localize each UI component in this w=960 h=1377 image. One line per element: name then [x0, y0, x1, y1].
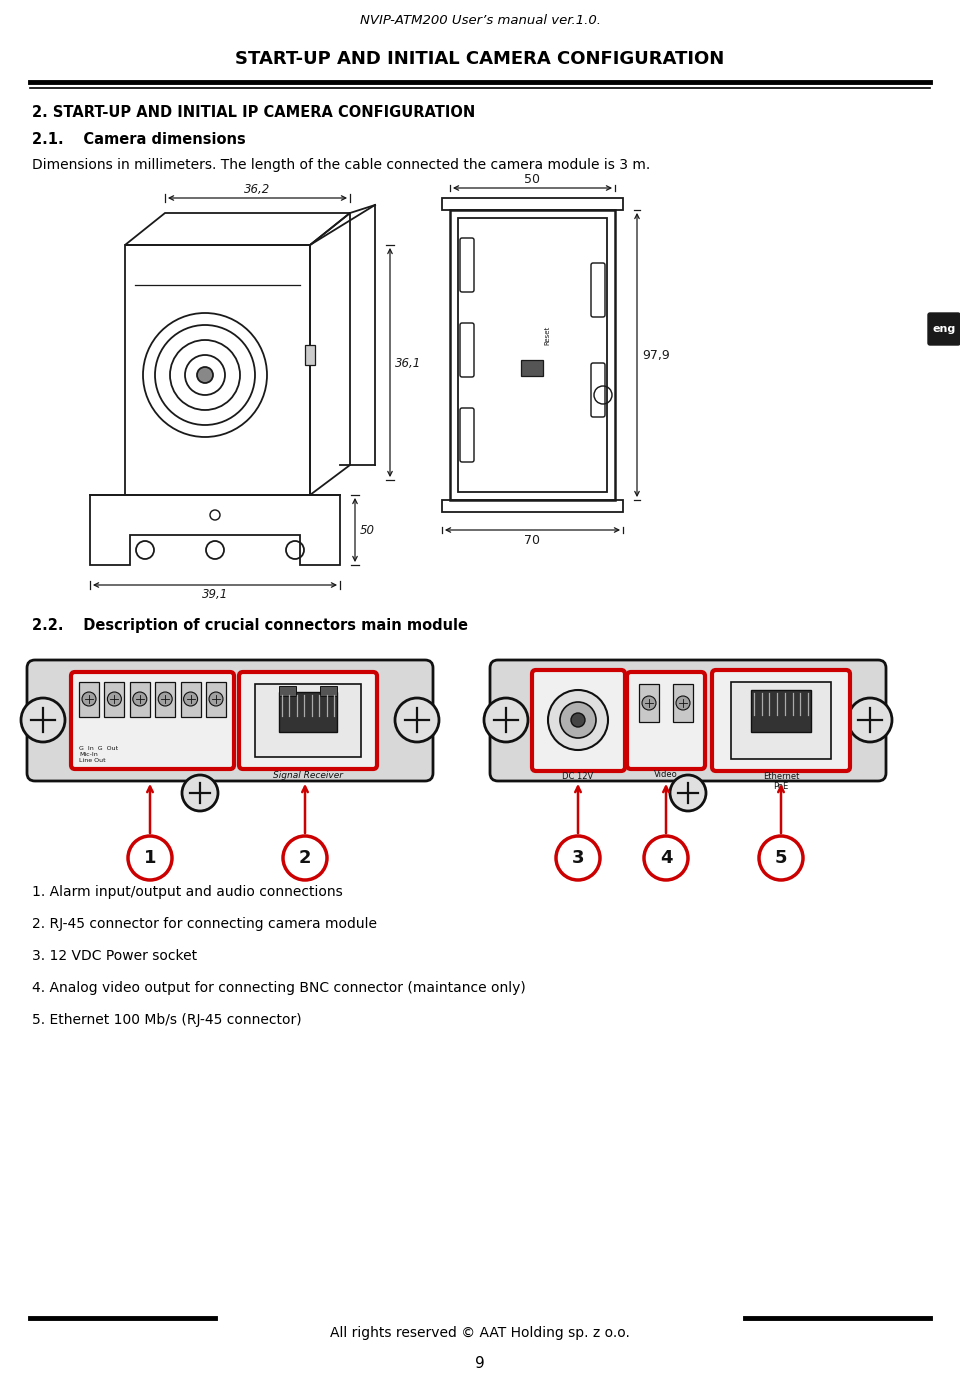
Circle shape [21, 698, 65, 742]
Circle shape [128, 836, 172, 880]
Bar [458, 218, 607, 492]
Text: 2.2.  Description of crucial connectors main module: 2.2. Description of crucial connectors m… [32, 618, 468, 633]
Text: 36,2: 36,2 [244, 183, 270, 196]
Text: DC 12V: DC 12V [563, 772, 593, 781]
Bar [450, 211, 615, 500]
Text: 5. Ethernet 100 Mb/s (RJ-45 connector): 5. Ethernet 100 Mb/s (RJ-45 connector) [32, 1013, 301, 1027]
Bar [105, 682, 125, 717]
Text: 3. 12 VDC Power socket: 3. 12 VDC Power socket [32, 949, 197, 963]
Circle shape [644, 836, 688, 880]
Bar [442, 500, 623, 512]
Text: eng: eng [932, 324, 955, 335]
FancyBboxPatch shape [627, 672, 705, 768]
FancyBboxPatch shape [712, 671, 850, 771]
Text: 4: 4 [660, 850, 672, 868]
Text: 2: 2 [299, 850, 311, 868]
Text: G  In  G  Out
Mic-In
Line Out: G In G Out Mic-In Line Out [79, 746, 118, 763]
Text: 97,9: 97,9 [642, 348, 670, 362]
Circle shape [548, 690, 608, 750]
FancyBboxPatch shape [490, 660, 886, 781]
Bar [130, 682, 150, 717]
Text: 50: 50 [524, 174, 540, 186]
Circle shape [183, 693, 198, 706]
Text: 5: 5 [775, 850, 787, 868]
Text: Dimensions in millimeters. The length of the cable connected the camera module i: Dimensions in millimeters. The length of… [32, 158, 650, 172]
Text: 1: 1 [144, 850, 156, 868]
Circle shape [182, 775, 218, 811]
Text: 9: 9 [475, 1356, 485, 1371]
Circle shape [395, 698, 439, 742]
Circle shape [132, 693, 147, 706]
Bar [206, 682, 226, 717]
Circle shape [158, 693, 172, 706]
Bar [731, 682, 831, 759]
Circle shape [108, 693, 121, 706]
Bar [255, 684, 361, 757]
Text: 2.1.  Camera dimensions: 2.1. Camera dimensions [32, 132, 246, 147]
Circle shape [642, 695, 656, 711]
Circle shape [283, 836, 327, 880]
Circle shape [759, 836, 803, 880]
Text: 2. START-UP AND INITIAL IP CAMERA CONFIGURATION: 2. START-UP AND INITIAL IP CAMERA CONFIG… [32, 105, 475, 120]
FancyBboxPatch shape [239, 672, 377, 768]
Text: 39,1: 39,1 [202, 588, 228, 600]
FancyBboxPatch shape [71, 672, 234, 768]
Text: 3: 3 [572, 850, 585, 868]
Circle shape [209, 693, 223, 706]
Text: All rights reserved © AAT Holding sp. z o.o.: All rights reserved © AAT Holding sp. z … [330, 1326, 630, 1340]
Bar [751, 690, 811, 733]
Bar [180, 682, 201, 717]
Bar [521, 359, 543, 376]
Circle shape [82, 693, 96, 706]
Bar [305, 346, 315, 365]
Bar [79, 682, 99, 717]
FancyBboxPatch shape [928, 313, 960, 346]
FancyBboxPatch shape [27, 660, 433, 781]
Text: 70: 70 [524, 534, 540, 547]
Circle shape [556, 836, 600, 880]
Text: 2. RJ-45 connector for connecting camera module: 2. RJ-45 connector for connecting camera… [32, 917, 377, 931]
Text: 50: 50 [360, 523, 375, 537]
Text: 4. Analog video output for connecting BNC connector (maintance only): 4. Analog video output for connecting BN… [32, 980, 526, 996]
Text: Signal Receiver: Signal Receiver [273, 771, 343, 779]
FancyBboxPatch shape [532, 671, 625, 771]
Text: START-UP AND INITIAL CAMERA CONFIGURATION: START-UP AND INITIAL CAMERA CONFIGURATIO… [235, 50, 725, 67]
Circle shape [571, 713, 585, 727]
Circle shape [484, 698, 528, 742]
Text: 1. Alarm input/output and audio connections: 1. Alarm input/output and audio connecti… [32, 885, 343, 899]
Bar [320, 686, 337, 695]
Bar [278, 693, 337, 733]
Circle shape [197, 368, 213, 383]
Text: 36,1: 36,1 [395, 357, 421, 369]
Bar [156, 682, 175, 717]
Circle shape [670, 775, 706, 811]
Circle shape [848, 698, 892, 742]
Text: Ethernet
PoE: Ethernet PoE [763, 772, 799, 792]
Text: Reset: Reset [544, 325, 550, 344]
Bar [639, 684, 659, 722]
Bar [673, 684, 693, 722]
Bar [278, 686, 297, 695]
Bar [442, 198, 623, 211]
Circle shape [676, 695, 690, 711]
Text: NVIP-ATM200 User’s manual ver.1.0.: NVIP-ATM200 User’s manual ver.1.0. [359, 14, 601, 28]
Circle shape [560, 702, 596, 738]
Text: Video: Video [654, 770, 678, 779]
